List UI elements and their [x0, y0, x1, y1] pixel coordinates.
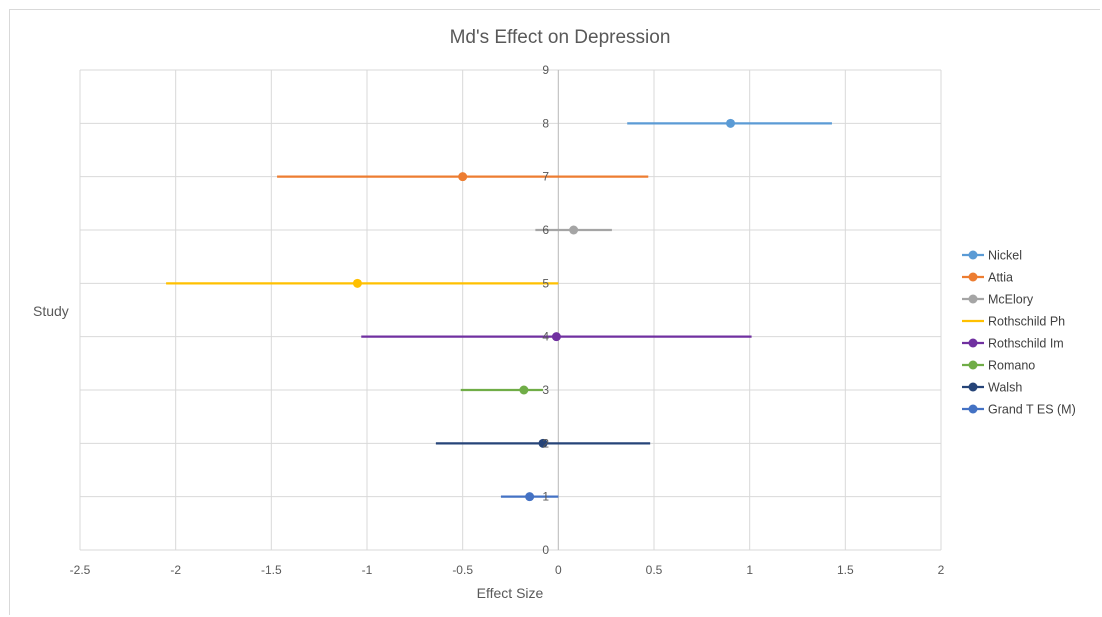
legend-label: McElory: [988, 293, 1034, 307]
legend-marker: [968, 272, 978, 282]
data-point: [519, 385, 529, 395]
legend-label: Walsh: [988, 381, 1022, 395]
legend-marker: [968, 382, 978, 392]
data-point: [525, 492, 535, 502]
tick-labels: -2.5 -2 -1.5 -1 -0.5 0 0.5 1 1.5 2 0 1 2 3 4 5 6 7 8 9: [70, 63, 945, 577]
y-tick-label: 5: [542, 276, 549, 290]
x-tick-label: -1: [362, 563, 373, 577]
legend-label: Rothschild Im: [988, 337, 1064, 351]
chart-area: [9, 9, 1100, 615]
x-tick-label: -0.5: [452, 563, 473, 577]
data-point: [551, 332, 561, 342]
y-tick-label: 4: [542, 330, 549, 344]
y-tick-label: 9: [542, 63, 549, 77]
y-axis-title: Study: [33, 303, 69, 319]
plot-series: [166, 118, 832, 502]
legend-label: Nickel: [988, 249, 1022, 263]
legend-marker: [968, 338, 978, 348]
data-point: [352, 278, 362, 288]
y-tick-label: 0: [542, 543, 549, 557]
data-point: [538, 438, 548, 448]
legend-label: Grand T ES (M): [988, 403, 1076, 417]
x-tick-label: -2: [170, 563, 181, 577]
grid: [79, 69, 942, 551]
x-tick-label: 1.5: [837, 563, 854, 577]
x-tick-label: 2: [938, 563, 945, 577]
legend-label: Rothschild Ph: [988, 315, 1065, 329]
y-tick-label: 3: [542, 383, 549, 397]
legend-marker: [968, 294, 978, 304]
legend-marker: [968, 360, 978, 370]
y-tick-label: 1: [542, 490, 549, 504]
chart-title: Md's Effect on Depression: [450, 27, 671, 48]
x-tick-label: 0.5: [646, 563, 663, 577]
y-tick-label: 7: [542, 170, 549, 184]
data-point: [569, 225, 579, 235]
y-tick-label: 2: [542, 436, 549, 450]
x-tick-label: 0: [555, 563, 562, 577]
legend-label: Romano: [988, 359, 1035, 373]
y-tick-label: 6: [542, 223, 549, 237]
x-tick-label: -2.5: [70, 563, 91, 577]
legend-marker: [968, 404, 978, 414]
x-tick-label: 1: [746, 563, 753, 577]
legend: Nickel Attia McElory Rothschild Ph Rothschil…: [962, 249, 1076, 417]
x-axis-title: Effect Size: [477, 585, 544, 601]
legend-label: Attia: [988, 271, 1013, 285]
y-tick-label: 8: [542, 116, 549, 130]
legend-marker: [968, 250, 978, 260]
data-point: [726, 118, 736, 128]
x-tick-label: -1.5: [261, 563, 282, 577]
data-point: [458, 172, 468, 182]
